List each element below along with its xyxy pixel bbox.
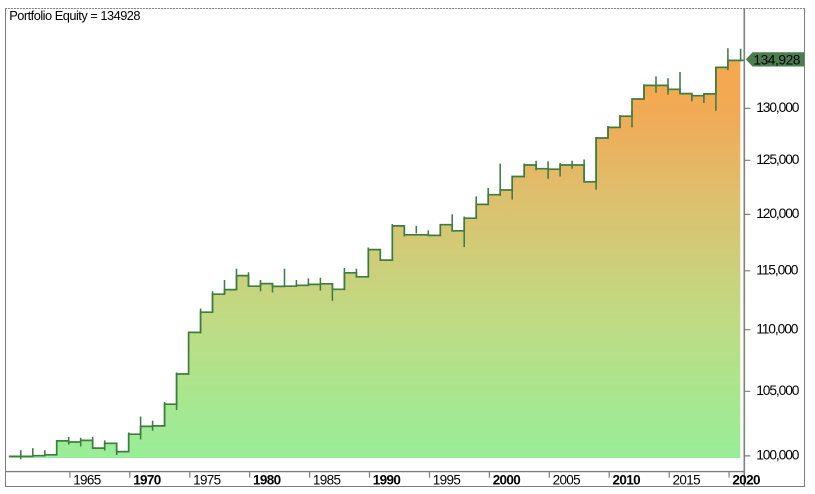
svg-text:2005: 2005 [553,472,581,487]
svg-text:2020: 2020 [732,472,760,487]
svg-text:115,000: 115,000 [756,262,799,277]
svg-text:1965: 1965 [73,472,101,487]
svg-text:1995: 1995 [433,472,461,487]
svg-text:125,000: 125,000 [756,152,800,167]
svg-text:110,000: 110,000 [756,321,799,336]
svg-text:1970: 1970 [133,472,161,487]
svg-text:120,000: 120,000 [756,206,800,221]
svg-text:100,000: 100,000 [756,448,800,463]
svg-text:1980: 1980 [253,472,281,487]
svg-text:130,000: 130,000 [756,100,800,115]
svg-text:2015: 2015 [673,472,701,487]
svg-text:2010: 2010 [613,472,641,487]
svg-text:134,928: 134,928 [753,52,800,67]
svg-text:1990: 1990 [373,472,401,487]
svg-text:2000: 2000 [493,472,521,487]
svg-text:1985: 1985 [313,472,341,487]
svg-text:105,000: 105,000 [756,383,800,398]
svg-text:1975: 1975 [193,472,221,487]
